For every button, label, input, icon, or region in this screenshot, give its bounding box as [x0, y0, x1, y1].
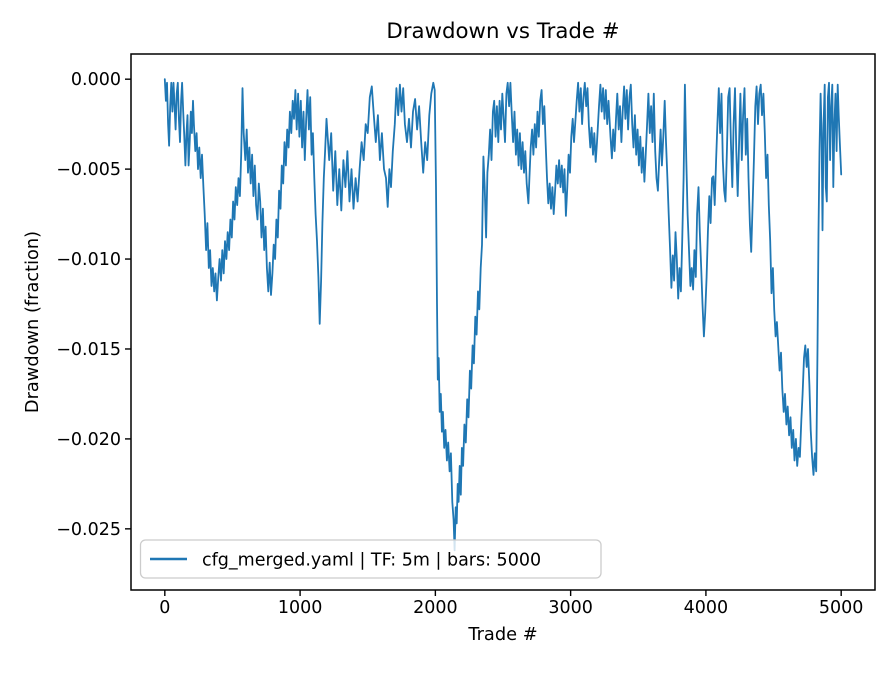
legend: cfg_merged.yaml | TF: 5m | bars: 5000 [139, 539, 602, 579]
y-tick-label: −0.025 [56, 520, 121, 540]
y-tick-label: −0.010 [56, 250, 121, 270]
chart-title: Drawdown vs Trade # [386, 19, 619, 44]
x-tick-label: 4000 [684, 598, 729, 618]
y-axis-label: Drawdown (fraction) [22, 231, 43, 413]
y-tick-label: 0.000 [71, 70, 121, 90]
legend-box [139, 539, 602, 579]
x-tick-label: 3000 [548, 598, 593, 618]
x-tick-label: 2000 [413, 598, 458, 618]
plot-area [163, 78, 843, 552]
legend-label: cfg_merged.yaml | TF: 5m | bars: 5000 [202, 551, 541, 571]
axes: 0 1000 2000 3000 4000 5000 0.000 −0.005 −0.010 −0… [56, 53, 876, 618]
drawdown-line [163, 78, 843, 552]
y-tick-label: −0.015 [56, 340, 121, 360]
x-axis-label: Trade # [467, 624, 537, 645]
axes-spines [130, 53, 876, 591]
x-tick-label: 1000 [278, 598, 323, 618]
x-tick-label: 5000 [819, 598, 864, 618]
x-tick-label: 0 [159, 598, 170, 618]
y-tick-label: −0.005 [56, 160, 121, 180]
y-tick-label: −0.020 [56, 430, 121, 450]
